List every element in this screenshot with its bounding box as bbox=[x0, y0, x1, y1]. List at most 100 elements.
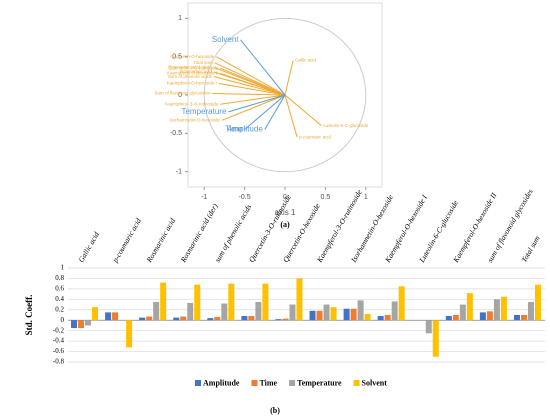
legend-label: Solvent bbox=[362, 378, 388, 387]
bar bbox=[153, 301, 160, 321]
x-tick-label: Total sum bbox=[519, 234, 542, 264]
bar bbox=[180, 316, 187, 321]
y-axis-label: Std. Coeff. bbox=[24, 295, 34, 336]
bar bbox=[452, 315, 459, 321]
y-tick-label: 0.4 bbox=[55, 295, 64, 303]
legend-swatch bbox=[195, 380, 201, 386]
bar bbox=[92, 307, 99, 321]
bar bbox=[425, 320, 432, 334]
vector-label: Time bbox=[225, 125, 243, 134]
vector-label: Quercetin-3-O-rutinoside bbox=[169, 65, 219, 70]
bar bbox=[187, 302, 194, 321]
bar bbox=[377, 316, 384, 321]
y-tick-label: 1 bbox=[61, 264, 65, 272]
unit-circle bbox=[203, 17, 367, 173]
legend-label: Time bbox=[259, 378, 277, 387]
y-tick-label: -0.6 bbox=[53, 347, 65, 355]
bar bbox=[139, 317, 146, 321]
bar bbox=[493, 299, 500, 321]
loading-vector bbox=[240, 39, 286, 96]
y-tick-label: 0 bbox=[61, 316, 65, 324]
legend-label: Amplitude bbox=[203, 378, 240, 387]
bar bbox=[146, 316, 153, 321]
y-tick-label: 0.2 bbox=[55, 305, 64, 313]
legend-swatch bbox=[353, 380, 360, 386]
bar bbox=[330, 307, 337, 321]
bar bbox=[173, 317, 180, 321]
bar bbox=[364, 313, 371, 321]
bar bbox=[262, 283, 269, 321]
x-tick-label: Rosmarinic acid bbox=[144, 216, 177, 264]
bar bbox=[527, 301, 534, 321]
vector-label: Kaempferol-O-hexoside II bbox=[167, 71, 218, 76]
bar bbox=[309, 310, 316, 321]
vector-label: Luteolin-6-C-glucoside bbox=[323, 123, 369, 128]
x-tick-label: sum of phenolic acids bbox=[213, 203, 253, 264]
loading-vector bbox=[220, 67, 286, 96]
bar bbox=[296, 278, 303, 321]
y-tick-label: 1 bbox=[178, 15, 182, 22]
x-tick-label: Gallic acid bbox=[76, 230, 101, 264]
bar bbox=[126, 320, 133, 348]
loading-vector bbox=[221, 94, 286, 121]
loading-vector bbox=[213, 76, 286, 96]
bar bbox=[255, 301, 262, 321]
bar bbox=[323, 304, 330, 321]
bar bbox=[275, 319, 282, 321]
loading-vector bbox=[244, 94, 286, 130]
bar bbox=[289, 304, 296, 321]
bar bbox=[207, 318, 214, 321]
bar bbox=[398, 286, 405, 321]
y-tick-label: 0.8 bbox=[55, 274, 64, 282]
bar bbox=[221, 303, 228, 321]
y-tick-label: 0 bbox=[178, 92, 182, 99]
vector-label: Isorhamnetin-O-hexoside bbox=[169, 117, 220, 122]
vector-label: p-coumaric acid bbox=[299, 134, 331, 139]
bar bbox=[513, 315, 520, 321]
bar bbox=[282, 318, 289, 321]
legend-swatch bbox=[251, 380, 258, 386]
bar bbox=[85, 320, 92, 326]
vector-label: Sum of phenolic acids bbox=[168, 74, 213, 79]
bar bbox=[479, 312, 486, 321]
bar bbox=[228, 283, 235, 321]
loading-vector bbox=[212, 92, 286, 96]
vector-label: Amplitude bbox=[227, 125, 263, 134]
x-axis-label: axis 1 bbox=[275, 208, 296, 217]
bar bbox=[534, 284, 541, 321]
y-tick-label: -0.8 bbox=[53, 358, 65, 366]
y-tick-label: -1 bbox=[176, 169, 182, 176]
bar bbox=[214, 317, 221, 321]
caption: (a) bbox=[280, 220, 290, 229]
x-tick-label: Rosmarinic acid (der) bbox=[178, 202, 220, 265]
bar bbox=[432, 320, 439, 357]
y-tick-label: -0.4 bbox=[53, 337, 65, 345]
x-tick-label: 0 bbox=[283, 194, 287, 201]
vector-label: Kaempferol-3-O-rutinoside bbox=[165, 101, 219, 106]
y-tick-label: -0.5 bbox=[170, 130, 182, 137]
bar bbox=[445, 316, 452, 321]
loading-vector bbox=[216, 56, 286, 96]
bar bbox=[112, 312, 119, 321]
bar bbox=[500, 296, 507, 321]
legend-swatch bbox=[289, 380, 296, 386]
loading-vector bbox=[284, 94, 322, 127]
bar bbox=[459, 304, 466, 321]
legend-label: Temperature bbox=[297, 378, 342, 387]
bar bbox=[486, 311, 493, 321]
bar bbox=[160, 282, 167, 321]
bar bbox=[343, 308, 350, 321]
x-tick-label: 1 bbox=[364, 194, 368, 201]
loading-vector bbox=[284, 60, 294, 96]
x-tick-label: 0.5 bbox=[321, 194, 331, 201]
bar bbox=[105, 312, 112, 321]
vector-label: Kaempferol-O-hexoside I bbox=[167, 81, 217, 86]
y-tick-label: -0.2 bbox=[53, 326, 65, 334]
vector-label: Quercetin-O-hexoside bbox=[170, 54, 215, 59]
loading-vector bbox=[220, 94, 286, 105]
bar bbox=[71, 320, 78, 329]
vector-label: Temperature bbox=[181, 107, 226, 116]
vector-label: Solvent bbox=[212, 35, 239, 44]
bar bbox=[248, 316, 255, 321]
